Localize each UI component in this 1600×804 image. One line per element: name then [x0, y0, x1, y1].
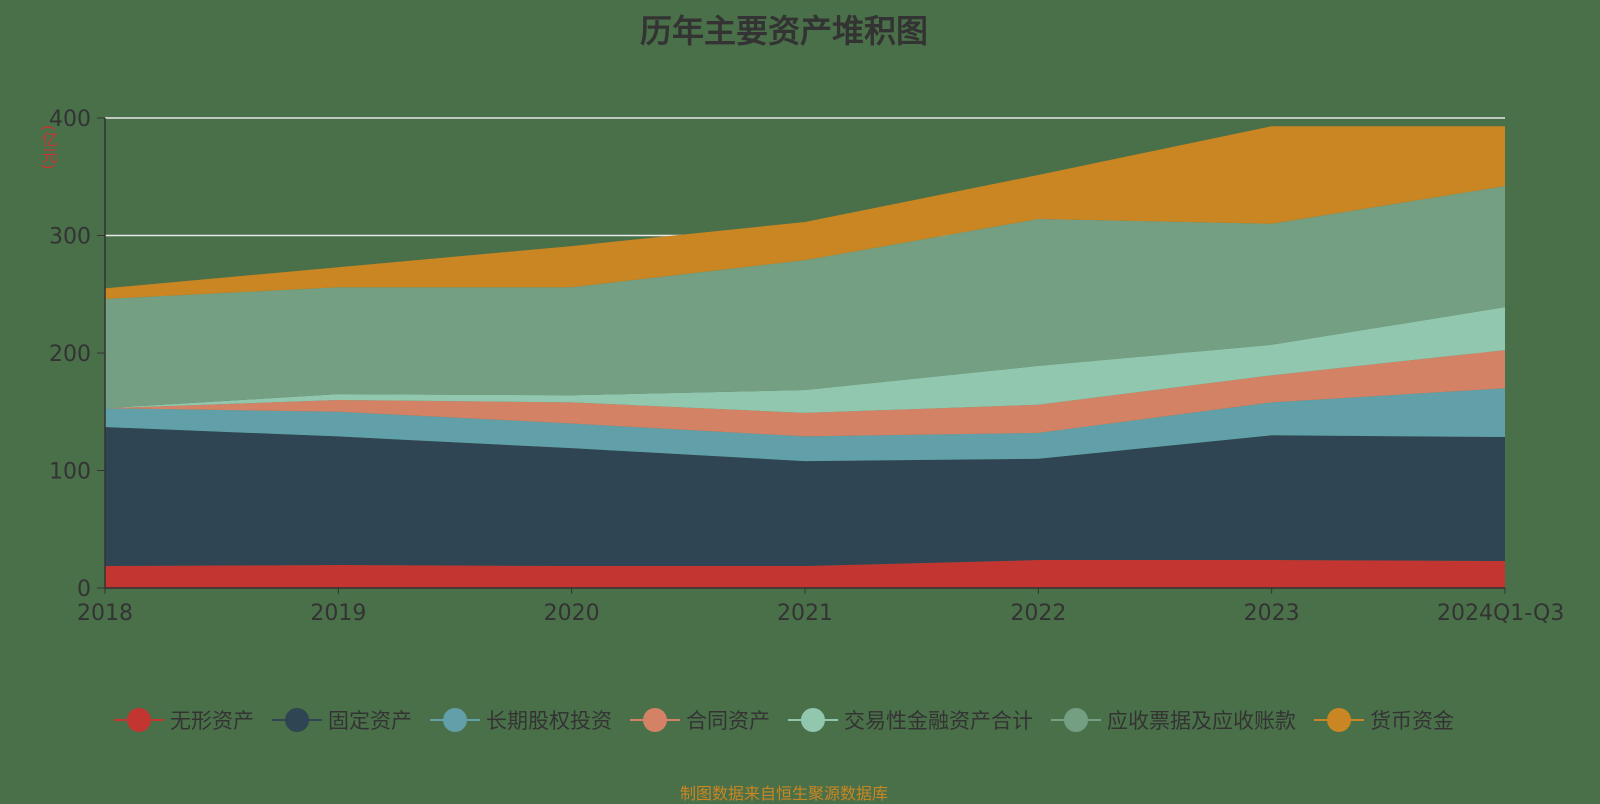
- x-tick-label: 2024Q1-Q3: [1437, 601, 1564, 626]
- legend-label: 应收票据及应收账款: [1107, 709, 1296, 733]
- legend-marker-icon: [1314, 708, 1364, 732]
- legend-item[interactable]: 合同资产: [630, 705, 770, 735]
- legend-label: 合同资产: [686, 709, 770, 733]
- x-tick-label: 2021: [777, 601, 833, 626]
- legend: 无形资产 固定资产 长期股权投资 合同资产 交易性金融资产合计 应收票据及应收账款 货币资金: [0, 705, 1568, 735]
- y-tick-label: 300: [49, 225, 91, 250]
- x-tick-label: 2019: [310, 601, 366, 626]
- stacked-area-chart: 0 100 200 300 400 2018 2019 2020 2021 2022 2023 202…: [49, 107, 1564, 626]
- area-1: [105, 427, 1505, 567]
- y-tick-label: 200: [49, 342, 91, 367]
- legend-item[interactable]: 应收票据及应收账款: [1051, 705, 1296, 735]
- legend-marker-icon: [430, 708, 480, 732]
- x-tick-label: 2023: [1244, 601, 1300, 626]
- legend-marker-icon: [1051, 708, 1101, 732]
- legend-label: 交易性金融资产合计: [844, 709, 1033, 733]
- legend-marker-icon: [630, 708, 680, 732]
- area-5: [105, 186, 1505, 409]
- x-tick-label: 2020: [544, 601, 600, 626]
- legend-label: 长期股权投资: [486, 709, 612, 733]
- source-note: 制图数据来自恒生聚源数据库: [679, 784, 888, 803]
- area-3: [105, 350, 1505, 437]
- legend-item[interactable]: 固定资产: [272, 705, 412, 735]
- y-tick-label: 0: [77, 577, 91, 602]
- legend-item[interactable]: 无形资产: [114, 705, 254, 735]
- legend-item[interactable]: 货币资金: [1314, 705, 1454, 735]
- chart-title: 历年主要资产堆积图: [639, 12, 928, 50]
- area-2: [105, 388, 1505, 462]
- legend-marker-icon: [114, 708, 164, 732]
- area-0: [105, 560, 1505, 588]
- area-6: [105, 126, 1505, 299]
- area-4: [105, 307, 1505, 413]
- legend-label: 无形资产: [170, 709, 254, 733]
- legend-label: 货币资金: [1370, 709, 1454, 733]
- legend-item[interactable]: 长期股权投资: [430, 705, 612, 735]
- y-axis-unit: (亿元): [39, 125, 58, 170]
- x-tick-label: 2022: [1010, 601, 1066, 626]
- legend-marker-icon: [272, 708, 322, 732]
- y-tick-label: 100: [49, 460, 91, 485]
- y-tick-label: 400: [49, 107, 91, 132]
- legend-marker-icon: [788, 708, 838, 732]
- legend-item[interactable]: 交易性金融资产合计: [788, 705, 1033, 735]
- legend-label: 固定资产: [328, 709, 412, 733]
- x-tick-label: 2018: [77, 601, 133, 626]
